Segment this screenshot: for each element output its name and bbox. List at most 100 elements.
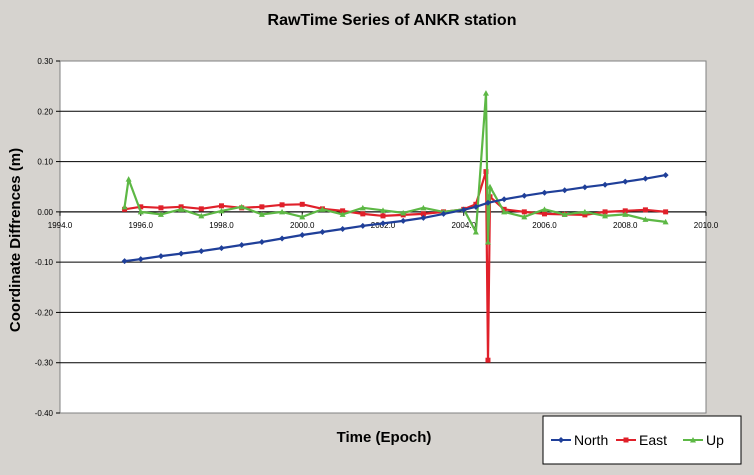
data-point-north	[561, 187, 568, 194]
x-tick-label: 1998.0	[209, 221, 234, 230]
data-point-north	[359, 222, 366, 229]
x-tick-label: 2010.0	[694, 221, 719, 230]
x-tick-label: 1994.0	[48, 221, 73, 230]
data-point-up	[339, 211, 346, 217]
data-point-east	[279, 202, 285, 208]
data-point-east	[485, 357, 491, 363]
data-point-east	[521, 209, 527, 215]
data-point-north	[218, 245, 225, 252]
data-point-up	[642, 216, 649, 222]
data-point-north	[460, 206, 467, 213]
legend-item-up: Up	[683, 432, 724, 448]
data-point-up	[501, 208, 508, 215]
series-line-up	[123, 92, 666, 244]
data-point-up	[238, 203, 245, 210]
y-tick-label: 0.10	[37, 158, 53, 167]
data-point-up	[178, 206, 185, 212]
data-point-north	[501, 196, 508, 203]
legend-item-north: North	[551, 432, 608, 448]
data-point-east	[582, 212, 588, 218]
data-point-up	[380, 207, 386, 213]
data-point-north	[319, 228, 326, 235]
data-point-up	[472, 228, 479, 235]
data-point-up	[602, 212, 609, 219]
data-point-up	[420, 204, 427, 211]
data-point-north	[420, 214, 427, 221]
legend-label: North	[574, 432, 608, 448]
data-point-north	[521, 192, 528, 199]
x-tick-label: 2006.0	[532, 221, 557, 230]
y-tick-label: 0.00	[37, 208, 53, 217]
data-point-up	[137, 208, 144, 215]
y-tick-label: -0.30	[35, 359, 54, 368]
data-point-north	[198, 248, 205, 255]
legend-marker	[558, 437, 564, 443]
data-point-east	[198, 206, 204, 212]
data-point-up	[157, 211, 164, 217]
data-point-north	[440, 210, 447, 217]
series-layer	[121, 90, 669, 363]
data-point-north	[622, 178, 629, 185]
data-point-east	[380, 213, 386, 219]
data-point-east	[360, 211, 366, 217]
data-point-north	[380, 220, 386, 227]
data-point-north	[662, 172, 669, 179]
data-point-north	[541, 189, 548, 196]
data-point-up	[622, 211, 629, 217]
legend-label: Up	[706, 432, 724, 448]
y-axis-title: Coordinate Diffrences (m)	[7, 148, 24, 332]
data-point-north	[279, 235, 286, 242]
x-axis-title: Time (Epoch)	[337, 429, 432, 446]
data-point-up	[662, 218, 669, 225]
data-point-east	[259, 204, 265, 210]
y-tick-label: -0.10	[35, 258, 54, 267]
data-point-east	[138, 204, 144, 210]
data-point-north	[178, 250, 185, 257]
data-point-up	[299, 213, 306, 220]
series-north	[121, 172, 669, 265]
data-point-east	[663, 209, 669, 215]
data-point-east	[340, 208, 346, 214]
data-point-up	[359, 204, 366, 211]
y-tick-label: 0.20	[37, 107, 53, 116]
data-point-up	[198, 212, 205, 219]
y-tick-labels: 0.30 0.20 0.10 0.00 -0.10 -0.20 -0.30 -0.40	[35, 57, 54, 418]
data-point-east	[542, 211, 547, 217]
data-point-north	[121, 258, 128, 265]
data-point-north	[258, 239, 265, 246]
data-point-up	[581, 208, 588, 215]
data-point-east	[158, 205, 164, 211]
data-point-north	[642, 175, 649, 182]
data-point-north	[137, 256, 144, 263]
data-point-up	[125, 176, 132, 182]
x-tick-label: 2000.0	[290, 221, 315, 230]
data-point-east	[602, 209, 608, 215]
data-point-north	[339, 225, 346, 232]
data-point-north	[400, 217, 407, 224]
data-point-north	[484, 199, 491, 206]
data-point-up	[258, 211, 265, 217]
data-point-up	[541, 206, 548, 212]
data-point-up	[279, 208, 286, 215]
data-point-north	[157, 253, 164, 260]
data-point-east	[642, 207, 648, 213]
legend-box	[542, 415, 742, 465]
data-point-up	[482, 90, 489, 96]
data-point-east	[622, 208, 628, 214]
data-point-up	[521, 213, 528, 220]
data-point-up	[484, 239, 491, 245]
data-point-north	[602, 181, 609, 188]
y-tick-label: 0.30	[37, 57, 53, 66]
data-point-north	[581, 184, 588, 191]
legend-marker	[623, 437, 629, 443]
data-point-up	[561, 211, 568, 217]
x-tick-label: 1996.0	[129, 221, 154, 230]
data-point-up	[319, 206, 326, 212]
data-point-east	[420, 211, 426, 217]
legend-marker	[690, 437, 696, 443]
legend-label: East	[639, 432, 667, 448]
x-tick-label: 2008.0	[613, 221, 638, 230]
series-up	[121, 90, 669, 245]
